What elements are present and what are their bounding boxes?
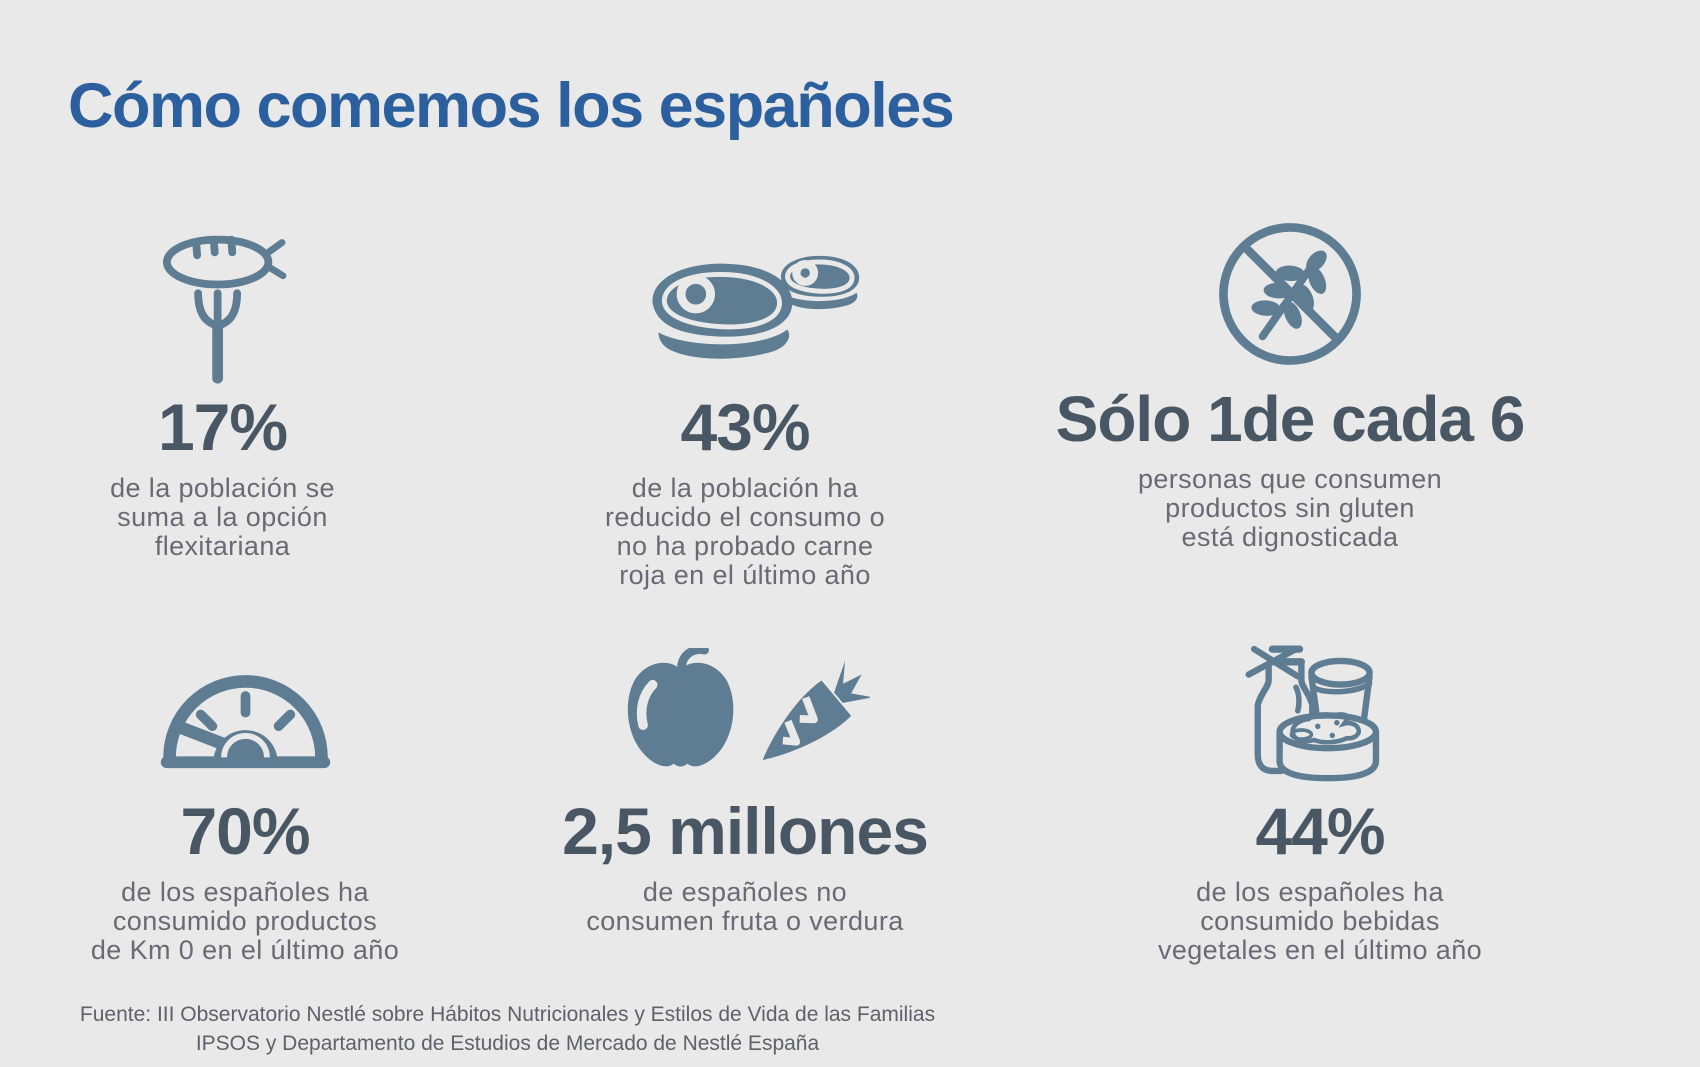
stat-red-meat: 43% de la población ha reducido el consu… bbox=[545, 220, 945, 591]
stat-flexitarian: 17% de la población se suma a la opción … bbox=[25, 220, 420, 561]
stat-description: de los españoles ha consumido productos … bbox=[90, 877, 400, 966]
steaks-icon bbox=[627, 220, 863, 390]
stat-description: de la población se suma a la opción flex… bbox=[110, 473, 335, 562]
stat-description: de la población ha reducido el consumo o… bbox=[604, 473, 886, 591]
stat-value: 70% bbox=[180, 794, 310, 868]
gluten-free-icon bbox=[1208, 205, 1372, 383]
stat-description: personas que consumen productos sin glut… bbox=[1137, 464, 1443, 553]
stat-description: de españoles no consumen fruta o verdura bbox=[586, 877, 904, 937]
source-note: Fuente: III Observatorio Nestlé sobre Há… bbox=[79, 1003, 936, 1056]
sausage-on-fork-icon bbox=[157, 220, 289, 390]
stat-value: 17% bbox=[157, 390, 288, 464]
dairy-alternatives-icon bbox=[1243, 640, 1398, 790]
stat-value: 44% bbox=[1255, 794, 1385, 868]
apple-carrot-icon bbox=[620, 640, 870, 790]
stat-value: 43% bbox=[680, 390, 810, 464]
gauge-icon bbox=[153, 640, 338, 790]
stat-km0: 70% de los españoles ha consumido produc… bbox=[45, 640, 445, 965]
stat-value: Sólo 1de cada 6 bbox=[1055, 383, 1526, 455]
stat-gluten-free: Sólo 1de cada 6 personas que consumen pr… bbox=[1035, 205, 1545, 552]
page-title: Cómo comemos los españoles bbox=[68, 71, 955, 141]
stat-description: de los españoles ha consumido bebidas ve… bbox=[1157, 877, 1483, 966]
stat-value: 2,5 millones bbox=[562, 794, 929, 868]
stat-fruit-vegetable: 2,5 millones de españoles no consumen fr… bbox=[530, 640, 960, 936]
stat-plant-drinks: 44% de los españoles ha consumido bebida… bbox=[1090, 640, 1550, 965]
